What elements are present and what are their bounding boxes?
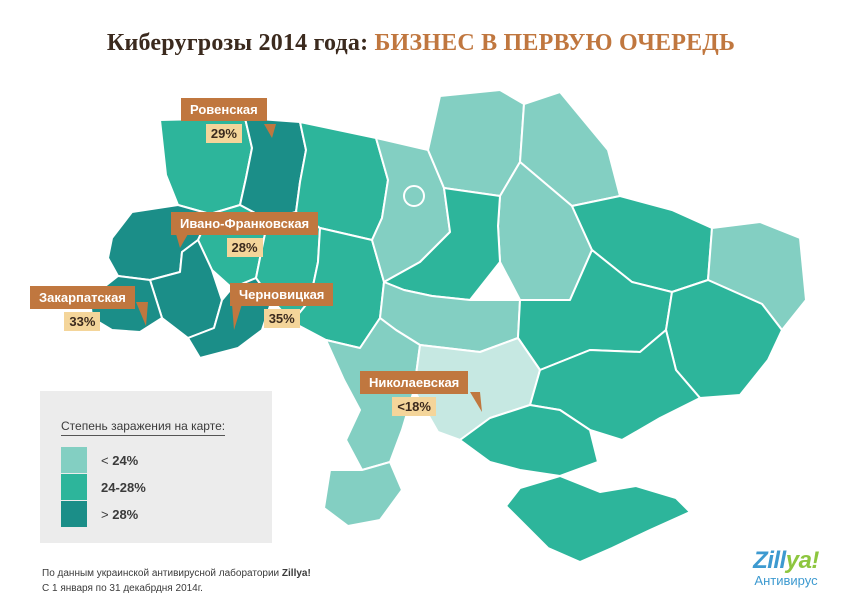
source-note-line1: По данным украинской антивирусной лабора… [42, 568, 311, 579]
region-ivano-frankivsk[interactable] [149, 239, 223, 339]
callout-tail-chernivtsi [232, 304, 242, 330]
callout-mykolaiv-value: <18% [392, 397, 436, 416]
callout-mykolaiv: Николаевская <18% [360, 371, 469, 416]
callout-tail-ivano [176, 234, 188, 248]
callout-tail-mykolaiv [470, 392, 482, 412]
source-note: По данным украинской антивирусной лабора… [42, 566, 311, 596]
callout-rivne-name: Ровенская [181, 98, 267, 121]
callout-chernivtsi: Черновицкая 35% [230, 283, 334, 328]
callout-rivne: Ровенская 29% [181, 98, 267, 143]
title-main: Киберугрозы 2014 года: [106, 30, 369, 56]
legend-swatch-low [61, 447, 87, 473]
region-crimea[interactable] [505, 475, 691, 563]
legend-swatch-high [61, 501, 87, 527]
callout-zakarpattia: Закарпатская 33% [30, 286, 135, 331]
callout-chernivtsi-name: Черновицкая [230, 283, 334, 306]
callout-zakarpattia-name: Закарпатская [30, 286, 135, 309]
callout-mykolaiv-name: Николаевская [360, 371, 469, 394]
zillya-wordmark: Zillya! [753, 547, 819, 574]
legend: Степень заражения на карте: < 24% 24-28%… [40, 391, 272, 543]
callout-ivano-frankivsk: Ивано-Франковская 28% [171, 212, 319, 257]
legend-title: Степень заражения на карте: [61, 419, 226, 436]
page-title: Киберугрозы 2014 года: БИЗНЕС В ПЕРВУЮ О… [0, 30, 842, 57]
kyiv-city-marker[interactable] [403, 185, 425, 207]
zillya-subtitle: Антивирус [754, 573, 818, 588]
callout-zakarpattia-value: 33% [64, 312, 101, 331]
legend-label-low: < 24% [101, 453, 139, 468]
callout-ivano-name: Ивано-Франковская [171, 212, 319, 235]
region-danube-delta[interactable] [323, 461, 403, 527]
callout-tail-zakarpattia [136, 302, 148, 326]
legend-label-mid: 24-28% [101, 480, 146, 495]
zillya-logo[interactable]: Zillya! Антивирус [744, 547, 828, 588]
region-odesa[interactable] [325, 317, 421, 471]
legend-swatch-mid [61, 474, 87, 500]
callout-ivano-value: 28% [226, 238, 263, 257]
title-accent: БИЗНЕС В ПЕРВУЮ ОЧЕРЕДЬ [374, 30, 736, 56]
legend-label-high: > 28% [101, 507, 139, 522]
source-note-line2: С 1 января по 31 декабрдня 2014г. [42, 583, 203, 594]
callout-tail-rivne [264, 124, 276, 138]
callout-chernivtsi-value: 35% [263, 309, 300, 328]
region-kherson[interactable] [459, 404, 599, 477]
callout-rivne-value: 29% [205, 124, 242, 143]
